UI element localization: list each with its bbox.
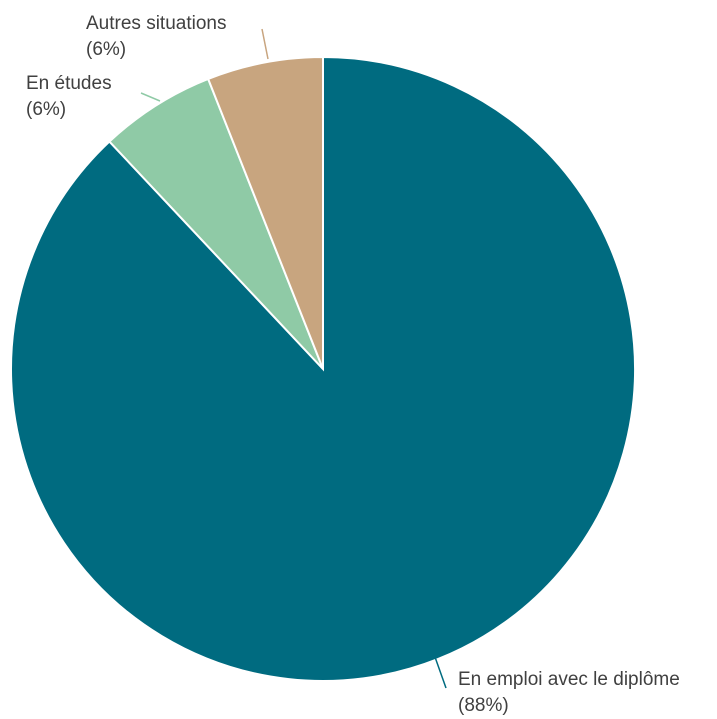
slice-value-label-3: (6%) [86,39,126,60]
leader-line-3 [261,28,269,60]
leader-line-1 [434,656,447,689]
slice-value-label-1: (88%) [458,695,509,716]
slice-value-label-2: (6%) [26,99,66,120]
labels-layer: En emploi avec le diplôme (88%) En études (… [26,13,680,716]
pie-slice-3 [206,55,324,370]
slice-label-3: Autres situations [86,13,226,34]
leader-lines-layer [140,28,447,689]
leader-line-2 [140,92,161,102]
slice-label-2: En études [26,73,112,94]
slices-layer [10,55,636,682]
slice-label-1: En emploi avec le diplôme [458,669,680,690]
